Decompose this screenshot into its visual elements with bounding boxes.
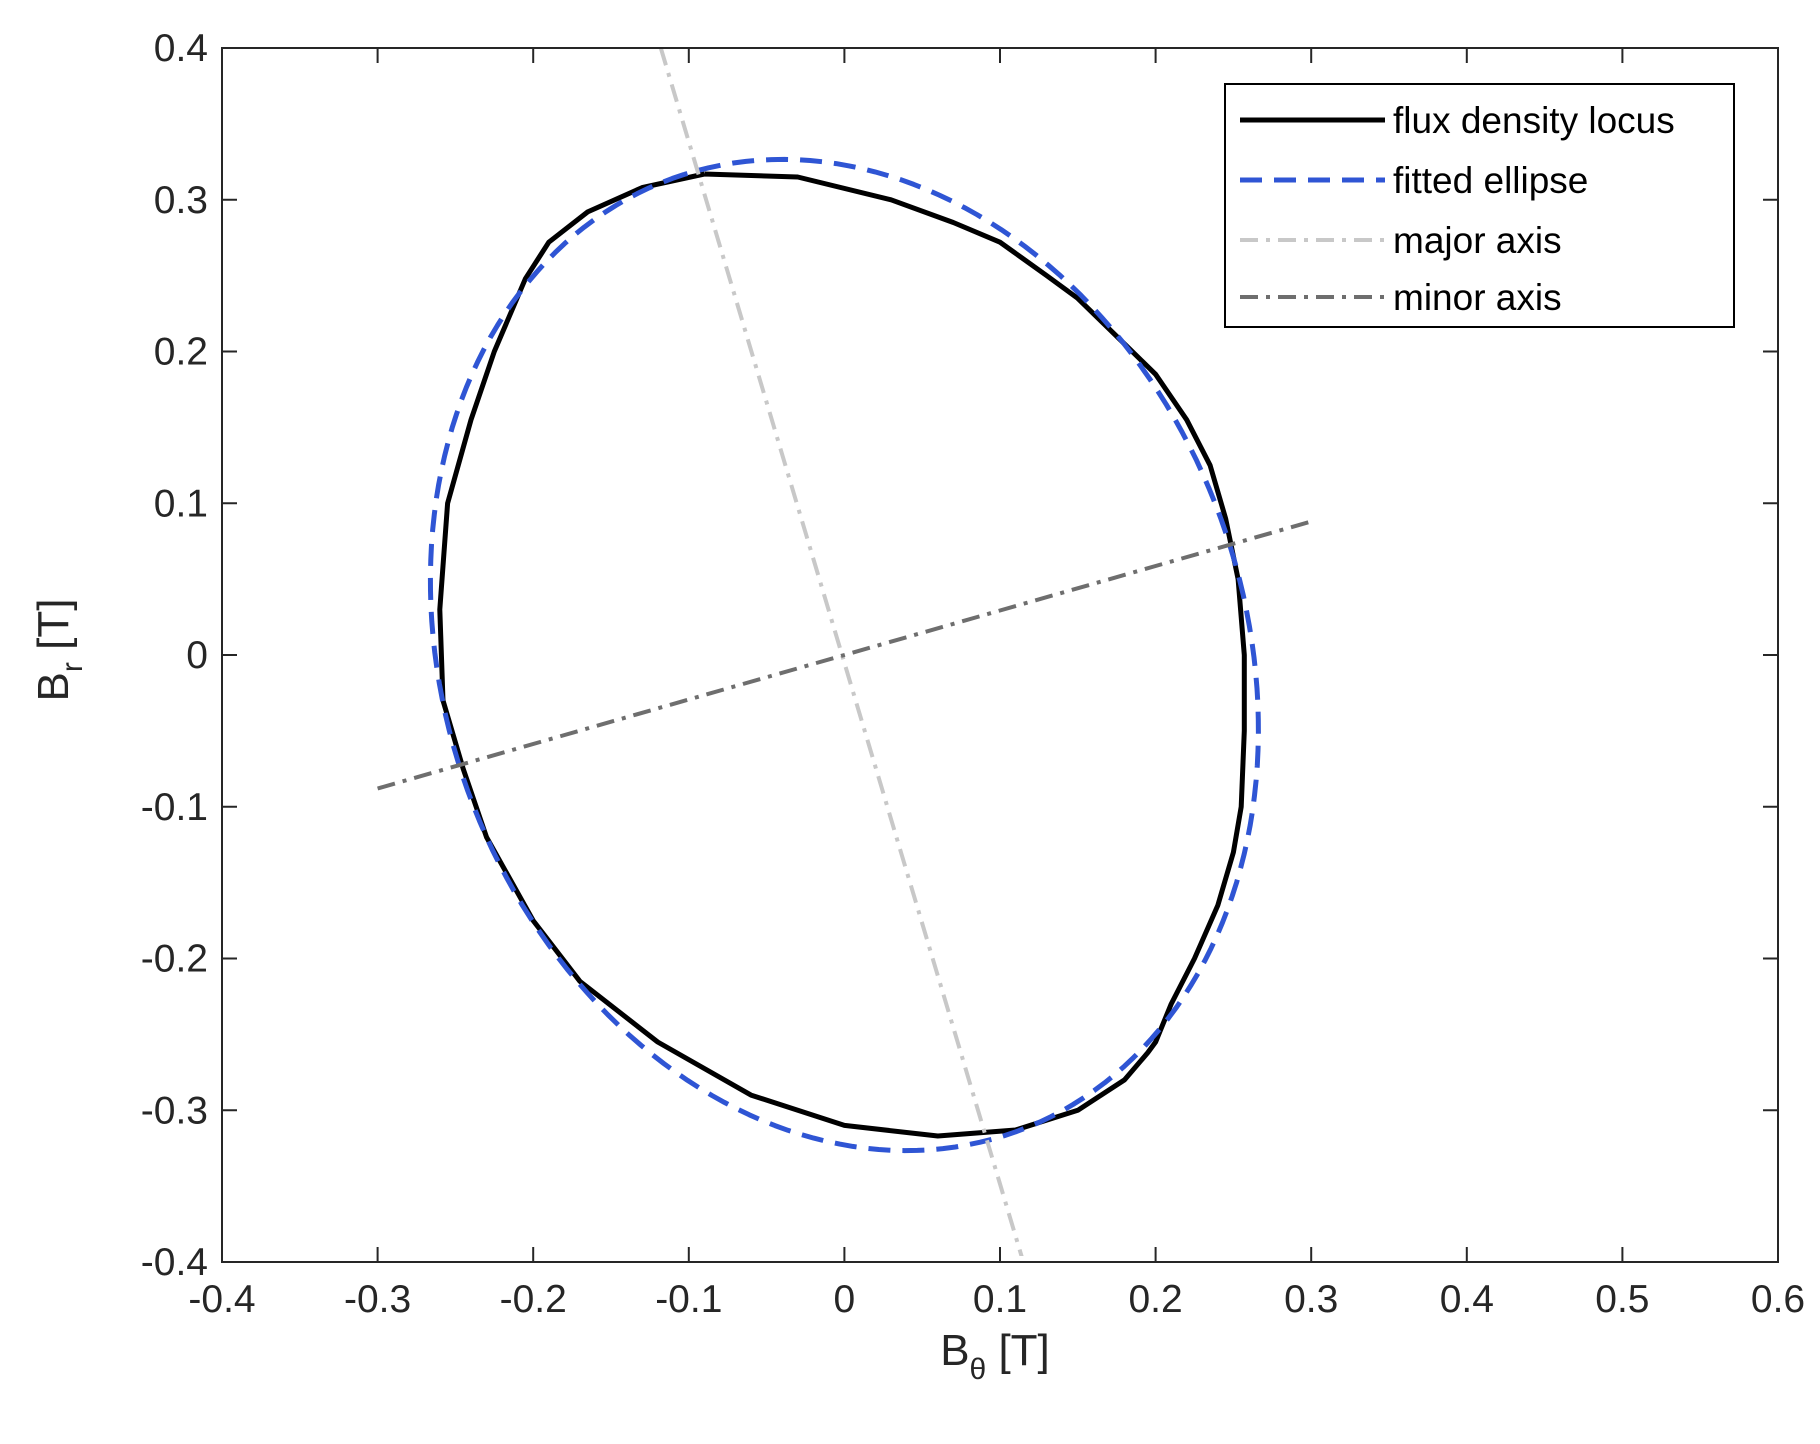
x-tick-label: -0.4 — [188, 1278, 255, 1321]
series-flux-density-locus — [437, 171, 1247, 1139]
legend-label-fitted-ellipse: fitted ellipse — [1393, 160, 1588, 201]
tick-labels: -0.4 -0.3 -0.2 -0.1 0 0.1 0.2 0.3 0.4 0.5 0.6 -0.4 -… — [141, 27, 1805, 1321]
y-tick-label: -0.4 — [141, 1241, 208, 1284]
y-axis-label: Br [T] — [29, 599, 89, 702]
x-tick-label: 0.5 — [1595, 1278, 1649, 1321]
y-tick-label: 0.2 — [154, 331, 208, 374]
x-tick-label: 0 — [834, 1278, 856, 1321]
x-tick-label: -0.3 — [344, 1278, 411, 1321]
x-axis-label-sub: θ — [970, 1353, 987, 1386]
legend-box — [1224, 83, 1735, 328]
y-axis-label-sub: r — [56, 662, 89, 672]
x-tick-label: 0.1 — [973, 1278, 1027, 1321]
y-tick-label: 0.3 — [154, 179, 208, 222]
axes — [221, 47, 1779, 1263]
x-tick-label: 0.6 — [1751, 1278, 1805, 1321]
x-tick-label: -0.2 — [500, 1278, 567, 1321]
x-axis-label: Bθ [T] — [940, 1326, 1050, 1386]
x-tick-label: 0.4 — [1440, 1278, 1494, 1321]
y-tick-label: 0.1 — [154, 482, 208, 525]
legend-label-major-axis: major axis — [1393, 220, 1562, 261]
x-tick-label: 0.3 — [1284, 1278, 1338, 1321]
x-axis-label-unit: [T] — [986, 1326, 1050, 1375]
x-axis-label-main: B — [940, 1326, 969, 1375]
y-tick-label: 0.4 — [154, 27, 208, 70]
y-axis-label-main: B — [29, 672, 78, 701]
y-tick-label: -0.3 — [141, 1089, 208, 1132]
legend-label-flux-density-locus: flux density locus — [1393, 100, 1675, 141]
y-tick-label: -0.1 — [141, 786, 208, 829]
series-fitted-ellipse — [427, 156, 1261, 1154]
y-tick-label: 0 — [186, 634, 208, 677]
plot-marks — [377, 48, 1312, 1256]
legend: flux density locus fitted ellipse major … — [1224, 83, 1735, 328]
y-axis-label-unit: [T] — [29, 599, 78, 663]
x-tick-label: -0.1 — [655, 1278, 722, 1321]
series-major-axis — [658, 48, 1024, 1256]
y-tick-label: -0.2 — [141, 938, 208, 981]
x-tick-label: 0.2 — [1128, 1278, 1182, 1321]
legend-label-minor-axis: minor axis — [1393, 277, 1562, 318]
series-minor-axis — [377, 519, 1312, 791]
